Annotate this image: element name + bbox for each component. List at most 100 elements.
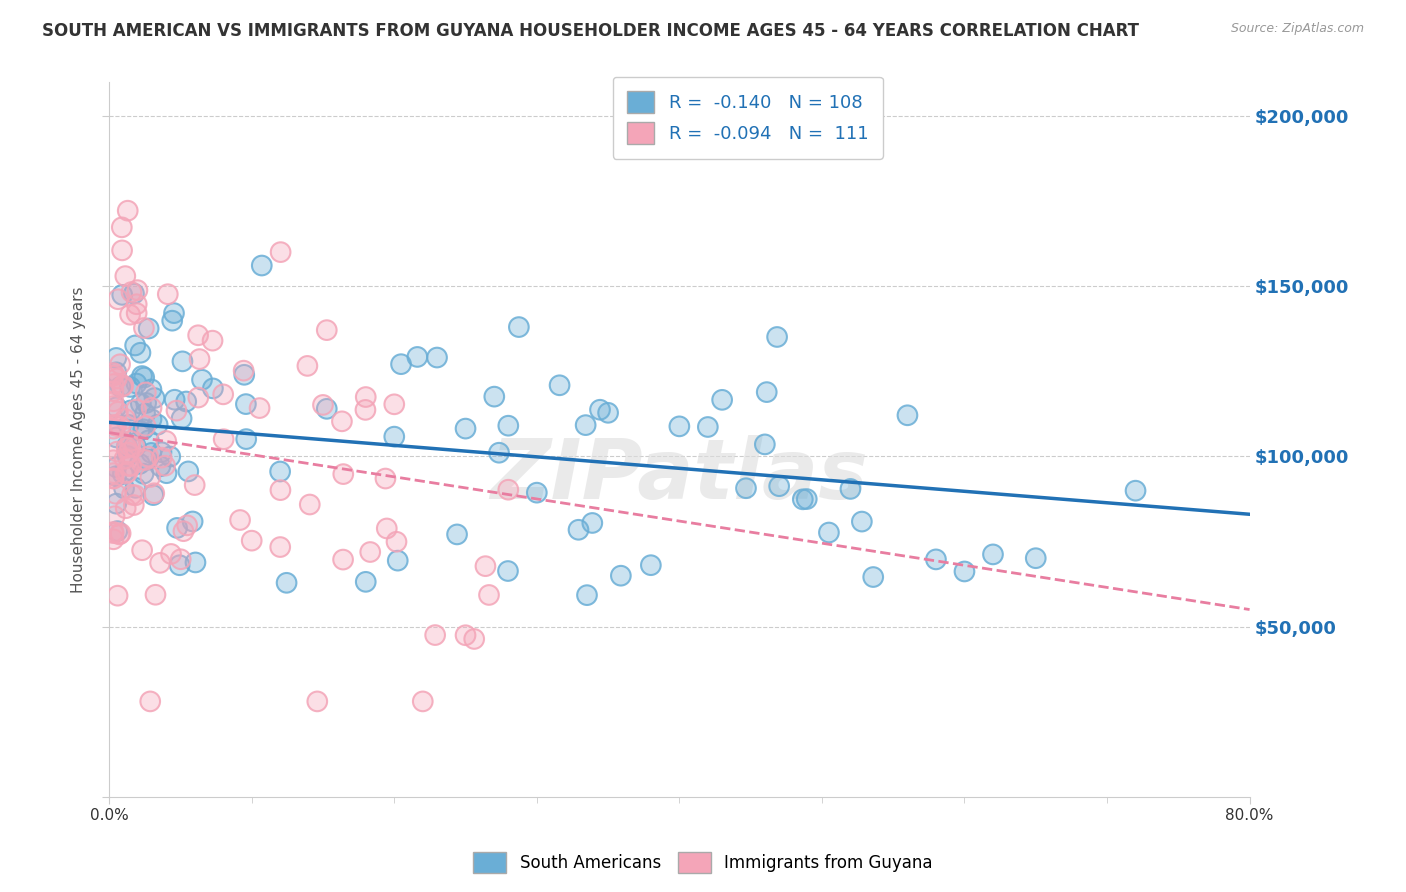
Point	[188, 352, 211, 367]
Point	[128, 424, 150, 438]
Point	[589, 402, 612, 417]
Point	[105, 418, 128, 433]
Point	[153, 458, 176, 473]
Point	[103, 366, 125, 380]
Point	[114, 467, 136, 481]
Point	[105, 497, 128, 511]
Point	[150, 445, 173, 459]
Point	[953, 565, 976, 579]
Point	[298, 498, 321, 512]
Point	[134, 453, 156, 467]
Point	[132, 321, 155, 335]
Point	[446, 527, 468, 541]
Point	[117, 449, 139, 463]
Point	[201, 381, 224, 395]
Point	[567, 523, 589, 537]
Point	[104, 487, 127, 501]
Point	[150, 450, 173, 465]
Point	[103, 366, 125, 380]
Point	[134, 407, 156, 421]
Point	[359, 545, 381, 559]
Point	[575, 418, 598, 433]
Point	[117, 203, 139, 218]
Point	[124, 440, 146, 454]
Point	[315, 323, 337, 337]
Point	[110, 419, 132, 434]
Point	[110, 380, 132, 394]
Point	[129, 397, 152, 411]
Point	[155, 466, 177, 480]
Point	[124, 481, 146, 495]
Point	[1125, 483, 1147, 498]
Point	[103, 368, 125, 383]
Point	[142, 488, 165, 502]
Point	[128, 457, 150, 471]
Point	[315, 401, 337, 416]
Point	[596, 406, 619, 420]
Point	[163, 306, 186, 320]
Point	[212, 387, 235, 401]
Point	[112, 481, 135, 495]
Point	[114, 269, 136, 284]
Point	[374, 471, 396, 485]
Point	[177, 464, 200, 478]
Point	[463, 632, 485, 646]
Point	[269, 483, 291, 497]
Point	[134, 418, 156, 433]
Point	[170, 552, 193, 566]
Point	[610, 568, 633, 582]
Point	[233, 368, 256, 382]
Point	[640, 558, 662, 573]
Point	[105, 401, 128, 415]
Point	[125, 402, 148, 417]
Point	[153, 458, 176, 473]
Point	[103, 399, 125, 413]
Point	[139, 470, 162, 484]
Point	[105, 371, 128, 385]
Point	[229, 513, 252, 527]
Point	[187, 328, 209, 343]
Point	[111, 467, 134, 481]
Point	[120, 439, 142, 453]
Point	[818, 525, 841, 540]
Point	[125, 306, 148, 320]
Point	[110, 526, 132, 541]
Point	[1125, 483, 1147, 498]
Point	[138, 434, 160, 448]
Point	[498, 483, 520, 497]
Point	[132, 321, 155, 335]
Point	[454, 628, 477, 642]
Point	[426, 351, 449, 365]
Point	[103, 422, 125, 436]
Point	[103, 533, 125, 547]
Point	[143, 391, 166, 405]
Point	[187, 328, 209, 343]
Point	[191, 373, 214, 387]
Point	[107, 589, 129, 603]
Point	[105, 524, 128, 538]
Point	[235, 432, 257, 446]
Point	[108, 527, 131, 541]
Point	[128, 457, 150, 471]
Point	[135, 385, 157, 400]
Point	[138, 321, 160, 335]
Point	[117, 449, 139, 463]
Point	[276, 575, 298, 590]
Point	[103, 394, 125, 409]
Point	[172, 354, 194, 368]
Point	[105, 444, 128, 458]
Point	[141, 401, 163, 415]
Point	[754, 437, 776, 451]
Point	[496, 564, 519, 578]
Point	[188, 352, 211, 367]
Point	[354, 403, 377, 417]
Point	[953, 565, 976, 579]
Point	[104, 509, 127, 524]
Point	[104, 509, 127, 524]
Point	[103, 472, 125, 486]
Point	[107, 589, 129, 603]
Point	[104, 487, 127, 501]
Point	[567, 523, 589, 537]
Point	[581, 516, 603, 530]
Point	[149, 556, 172, 570]
